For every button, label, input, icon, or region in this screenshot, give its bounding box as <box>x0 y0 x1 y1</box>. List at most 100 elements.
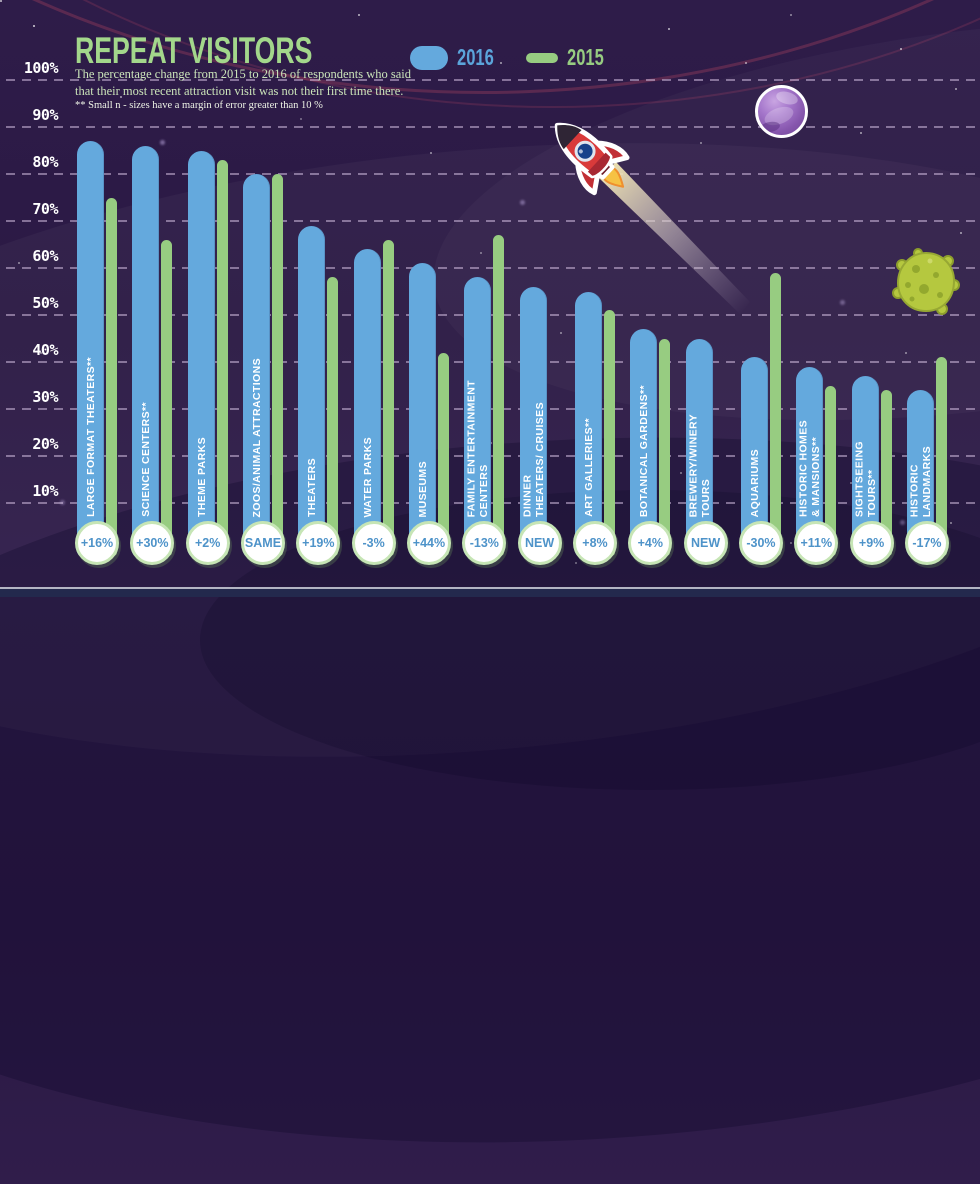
page-title: REPEAT VISITORS <box>75 30 313 71</box>
bar-2015 <box>935 357 947 556</box>
category-label: ZOOS/ANIMAL ATTRACTIONS <box>250 357 263 518</box>
change-badge: +19% <box>296 521 341 565</box>
footnote: ** Small n - sizes have a margin of erro… <box>75 100 323 111</box>
y-axis-tick-label: 20% <box>32 435 58 453</box>
change-badge: NEW <box>683 521 728 565</box>
category-label: MUSEUMS <box>416 460 429 517</box>
change-badge: +44% <box>406 521 451 565</box>
y-axis-tick-label: 40% <box>32 341 58 359</box>
gridline-30% <box>6 408 980 410</box>
legend: 2016 2015 <box>410 44 636 71</box>
bar-group: BREWERY/WINERY TOURS NEW <box>683 0 730 597</box>
y-axis-tick-label: 70% <box>32 200 58 218</box>
category-label: BREWERY/WINERY TOURS <box>687 413 712 517</box>
purple-planet <box>755 85 808 138</box>
bar-2016 <box>408 263 436 556</box>
gridline-50% <box>6 314 980 316</box>
bar-2015 <box>825 385 837 556</box>
bar-2015 <box>437 352 449 556</box>
gridline-10% <box>6 502 980 504</box>
bar-group: HISTORIC LANDMARKS -17% <box>904 0 951 597</box>
category-label: HISTORIC HOMES & MANSIONS** <box>797 420 823 517</box>
bar-2016 <box>519 286 547 556</box>
bar-group: WATER PARKS -3% <box>351 0 398 597</box>
bar-group: ART GALLERIES** +8% <box>572 0 619 597</box>
bar-2016 <box>464 277 492 556</box>
y-axis-tick-label: 90% <box>32 106 58 124</box>
change-badge: SAME <box>240 521 285 565</box>
change-badge: +8% <box>572 521 617 565</box>
bar-2016 <box>132 145 160 556</box>
category-label: WATER PARKS <box>361 436 374 517</box>
bar-2015 <box>880 390 892 556</box>
bar-group: SCIENCE CENTERS** +30% <box>130 0 176 597</box>
change-badge: -30% <box>738 521 783 565</box>
category-label: DINNER THEATERS/ CRUISES <box>521 401 546 517</box>
gridline-100% <box>6 79 980 81</box>
change-badge: NEW <box>517 521 562 565</box>
bar-group: AQUARIUMS -30% <box>738 0 785 597</box>
legend-label-2016: 2016 <box>457 44 494 70</box>
legend-swatch-2016 <box>410 45 448 70</box>
legend-swatch-2015 <box>526 52 559 63</box>
y-axis-tick-label: 60% <box>32 247 58 265</box>
gridline-60% <box>6 267 980 269</box>
bar-2015 <box>327 277 339 556</box>
change-badge: -13% <box>462 521 507 565</box>
bar-group: ZOOS/ANIMAL ATTRACTIONS SAME <box>240 0 287 597</box>
gridline-90% <box>6 126 980 128</box>
bar-group: THEME PARKS +2% <box>185 0 232 597</box>
bar-group: THEATERS +19% <box>296 0 342 597</box>
bar-group: BOTANICAL GARDENS** +4% <box>628 0 674 597</box>
legend-label-2015: 2015 <box>567 44 605 70</box>
category-label: THEATERS <box>306 457 319 517</box>
bar-group: LARGE FORMAT THEATERS** +16% <box>75 0 121 597</box>
bar-2016 <box>242 174 270 556</box>
gridline-20% <box>6 455 980 457</box>
change-badge: +16% <box>75 521 119 565</box>
bar-group: DINNER THEATERS/ CRUISES NEW <box>517 0 564 597</box>
green-asteroid <box>888 245 964 326</box>
divider-line <box>0 587 980 589</box>
bar-2015 <box>106 197 117 556</box>
bar-2016 <box>187 150 215 556</box>
bar-group: MUSEUMS +44% <box>406 0 453 597</box>
bar-2016 <box>574 291 602 556</box>
bar-2016 <box>298 225 326 556</box>
change-badge: -3% <box>351 521 396 565</box>
gridline-40% <box>6 361 980 363</box>
category-label: SIGHTSEEING TOURS** <box>853 440 878 517</box>
category-label: FAMILY ENTERTAINMENT CENTERS <box>465 379 491 517</box>
bar-2016 <box>685 338 713 556</box>
bar-2015 <box>493 235 505 556</box>
category-label: HISTORIC LANDMARKS <box>908 445 933 517</box>
bar-2015 <box>659 338 671 556</box>
bar-2015 <box>382 239 394 556</box>
change-badge: +11% <box>794 521 839 565</box>
bar-2016 <box>353 249 381 556</box>
bar-group: FAMILY ENTERTAINMENT CENTERS -13% <box>462 0 508 597</box>
category-label: ART GALLERIES** <box>582 418 595 517</box>
chart-subtitle: The percentage change from 2015 to 2016 … <box>75 67 412 98</box>
change-badge: +9% <box>849 521 894 565</box>
bar-chart: LARGE FORMAT THEATERS** +16% SCIENCE CENTE… <box>75 0 951 597</box>
change-badge: +4% <box>628 521 673 565</box>
bar-group: HISTORIC HOMES & MANSIONS** +11% <box>794 0 840 597</box>
bar-group: SIGHTSEEING TOURS** +9% <box>849 0 896 597</box>
bar-2015 <box>216 159 228 556</box>
bar-2015 <box>769 272 781 556</box>
bar-2016 <box>77 141 104 556</box>
y-axis-tick-label: 50% <box>32 294 58 312</box>
category-label: BOTANICAL GARDENS** <box>638 384 651 517</box>
gridline-80% <box>6 173 980 175</box>
change-badge: -17% <box>904 521 949 565</box>
rocket-illustration <box>498 62 808 367</box>
bar-2015 <box>603 310 615 556</box>
bar-2016 <box>630 329 658 556</box>
change-badge: +30% <box>130 521 175 565</box>
y-axis-tick-label: 100% <box>23 59 59 77</box>
rocket-trail <box>599 162 750 314</box>
category-label: THEME PARKS <box>195 436 208 517</box>
y-axis-tick-label: 80% <box>32 153 58 171</box>
